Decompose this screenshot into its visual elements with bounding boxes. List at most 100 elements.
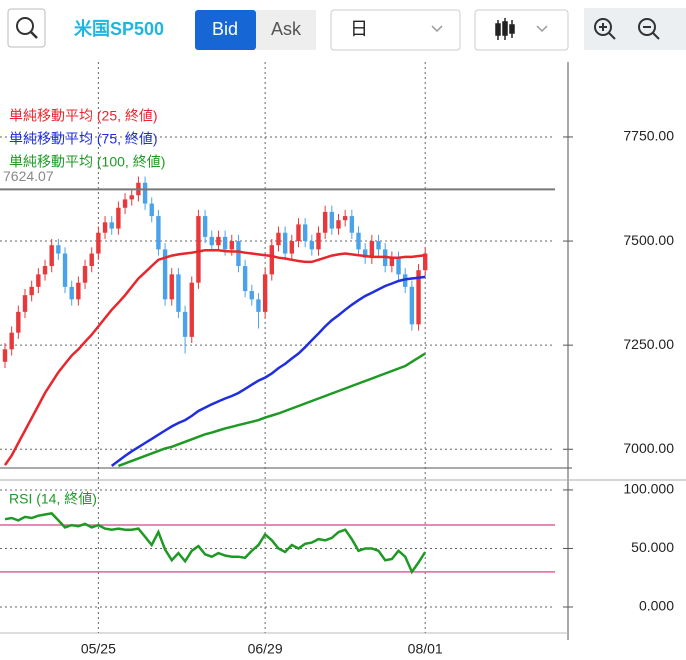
candle-body: [156, 216, 161, 250]
candle-body: [76, 282, 81, 300]
bid-button[interactable]: [195, 10, 256, 50]
zoom-bar: [584, 8, 686, 50]
candle-body: [16, 311, 21, 333]
candle-body: [329, 211, 335, 229]
candle-body: [182, 311, 188, 337]
candle-body: [423, 253, 428, 271]
candle-body: [302, 224, 308, 242]
candle-body: [189, 282, 194, 337]
ma-line: [110, 275, 426, 467]
candle-body: [369, 241, 375, 258]
candle-body: [209, 236, 214, 246]
candle-body: [2, 349, 8, 362]
candle-body: [256, 299, 261, 312]
candle-body: [222, 236, 228, 250]
candle-body: [376, 241, 381, 250]
frame: [0, 62, 686, 640]
candle-body: [336, 220, 341, 229]
y-tick-label: 7750.00: [623, 128, 674, 144]
zoom-in[interactable]: [594, 18, 616, 40]
candle-body: [176, 274, 181, 312]
y-tick-label: 7250.00: [623, 336, 674, 352]
legend-entry: RSI (14, 終値): [9, 491, 97, 507]
zoom-out[interactable]: [638, 18, 660, 40]
period-label: 日: [350, 19, 368, 39]
candle-body: [416, 270, 421, 325]
candle-body: [262, 274, 268, 312]
candle-body: [169, 274, 174, 300]
candle-body: [122, 199, 128, 208]
candle-body: [96, 232, 101, 254]
legend-entry: 単純移動平均 (25, 終値): [9, 108, 158, 124]
candle-body: [142, 182, 148, 204]
candle-body: [56, 245, 61, 254]
x-tick-label: 08/01: [408, 641, 443, 657]
candle-body: [296, 224, 301, 242]
candle-body: [36, 274, 41, 287]
candle-body: [276, 232, 281, 246]
y-tick-label: 7500.00: [623, 232, 674, 248]
candle-body: [196, 216, 201, 283]
legend-entry: 単純移動平均 (100, 終値): [9, 154, 165, 170]
candle-body: [242, 266, 248, 292]
candle-body: [49, 245, 54, 267]
candle-body: [109, 222, 114, 229]
x-tick-label: 05/25: [81, 641, 116, 657]
ask-button[interactable]: [256, 10, 316, 50]
candle-body: [409, 286, 415, 325]
legend-entry: 単純移動平均 (75, 終値): [9, 131, 158, 147]
candle-body: [322, 211, 328, 233]
candle-body: [129, 195, 134, 200]
reference-label: 7624.07: [3, 168, 54, 184]
candle-body: [289, 241, 295, 254]
candle-icon: [495, 18, 515, 40]
candle-body: [316, 232, 321, 250]
chart-type-dropdown[interactable]: [474, 9, 569, 51]
candle-body: [216, 236, 221, 246]
candle-body: [282, 232, 288, 254]
ma-line: [3, 248, 426, 466]
dropdown-arrow: [536, 25, 548, 33]
x-tick-label: 06/29: [248, 641, 283, 657]
candle-body: [249, 291, 254, 300]
y-tick-label: 100.000: [623, 481, 674, 497]
candle-body: [356, 232, 361, 250]
candle-body: [229, 241, 234, 250]
candle-body: [162, 249, 168, 300]
ask-label: Ask: [271, 19, 302, 39]
candle-body: [62, 253, 68, 287]
period-dropdown[interactable]: [330, 9, 461, 51]
candle-body: [202, 216, 208, 237]
candle-body: [362, 249, 368, 258]
candle-body: [82, 266, 88, 283]
candle-body: [69, 286, 74, 300]
candle-body: [149, 203, 154, 217]
candle-body: [236, 241, 241, 267]
candle-body: [89, 253, 94, 267]
y-tick-label: 0.000: [639, 598, 674, 614]
candle-body: [309, 241, 315, 250]
candle-body: [29, 286, 34, 296]
candle-body: [22, 295, 28, 312]
candle-body: [102, 222, 108, 233]
candle-body: [9, 332, 14, 350]
bid-label: Bid: [212, 19, 238, 39]
candle-body: [116, 207, 121, 229]
candle-body: [396, 257, 401, 275]
symbol: 米国SP500: [74, 18, 164, 39]
candle-body: [42, 266, 48, 275]
dropdown-arrow: [431, 25, 443, 33]
rsi-line: [4, 512, 427, 575]
y-tick-label: 50.000: [631, 539, 674, 555]
search-icon: [30, 31, 38, 39]
toolbar: 米国SP500 Bid Ask 日: [7, 8, 686, 51]
search-button[interactable]: [7, 8, 46, 48]
candle-body: [342, 216, 348, 221]
candle-body: [269, 245, 274, 275]
ma-line: [117, 352, 426, 468]
y-tick-label: 7000.00: [623, 440, 674, 456]
candle-body: [349, 216, 355, 233]
candle-body: [389, 257, 395, 267]
search-icon: [16, 17, 34, 35]
